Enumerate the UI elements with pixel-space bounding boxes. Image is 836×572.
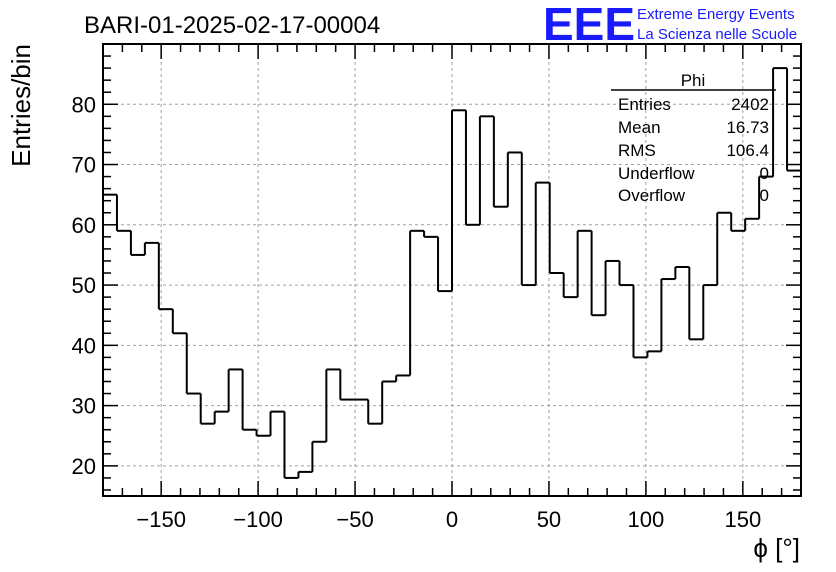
y-tick-label: 70 [72,153,96,178]
x-tick-label: −100 [233,507,283,532]
x-axis-title: ϕ [°] [753,533,800,563]
y-tick-label: 80 [72,92,96,117]
stats-label-mean: Mean [618,118,661,137]
axis-tick-labels: −150 −100 −50 0 50 100 150 20 30 40 50 60 70 80 [72,92,762,532]
stats-label-underflow: Underflow [618,164,695,183]
stats-value-underflow: 0 [760,164,769,183]
x-tick-label: 50 [537,507,561,532]
histogram-bars [103,67,801,479]
x-tick-label: −50 [336,507,373,532]
y-tick-label: 60 [72,213,96,238]
logo-mark: EEE [543,0,635,50]
y-tick-label: 30 [72,394,96,419]
stats-label-entries: Entries [618,95,671,114]
logo-line-2: La Scienza nelle Scuole [637,26,797,43]
y-tick-label: 40 [72,333,96,358]
stats-value-mean: 16.73 [726,118,769,137]
x-tick-label: −150 [136,507,186,532]
x-tick-label: 100 [628,507,665,532]
x-tick-label: 0 [446,507,458,532]
y-tick-label: 20 [72,454,96,479]
y-tick-label: 50 [72,273,96,298]
stats-label-rms: RMS [618,141,656,160]
stats-label-overflow: Overflow [618,186,686,205]
stats-value-rms: 106.4 [726,141,769,160]
logo-line-1: Extreme Energy Events [637,6,795,23]
stats-value-overflow: 0 [760,186,769,205]
axis-ticks [102,43,802,496]
chart-title: BARI-01-2025-02-17-00004 [84,12,380,39]
y-axis-title: Entries/bin [6,44,36,167]
x-tick-label: 150 [724,507,761,532]
stats-box-title: Phi [681,71,706,90]
stats-box: Phi Entries 2402 Mean 16.73 RMS 106.4 Un… [611,71,776,205]
stats-value-entries: 2402 [731,95,769,114]
eee-logo: EEE Extreme Energy Events La Scienza nel… [543,0,797,50]
